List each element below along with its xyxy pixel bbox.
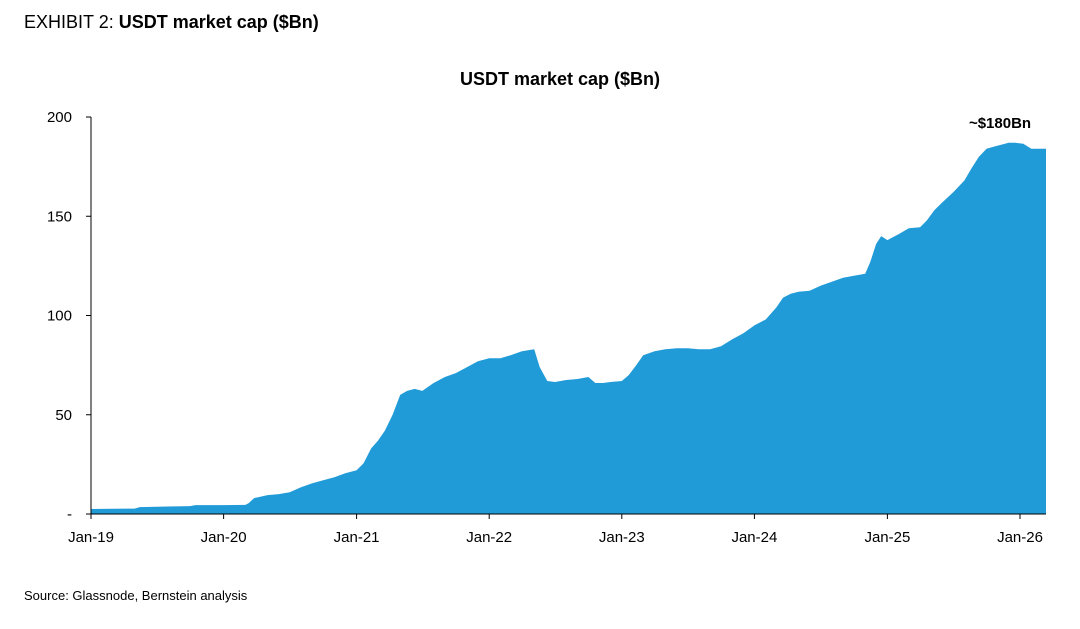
plot-area: - 50 100 150 200 Jan-19 Jan-20 Jan-21 Jan-22 Jan-… bbox=[47, 109, 1046, 546]
exhibit-title: USDT market cap ($Bn) bbox=[118, 12, 319, 32]
peak-annotation: ~$180Bn bbox=[969, 115, 1031, 132]
x-tick-label: Jan-20 bbox=[201, 529, 247, 546]
exhibit-heading: EXHIBIT 2: USDT market cap ($Bn) bbox=[24, 12, 319, 33]
x-tick-label: Jan-26 bbox=[997, 529, 1043, 546]
x-tick-label: Jan-19 bbox=[68, 529, 114, 546]
x-tick-label: Jan-23 bbox=[599, 529, 645, 546]
exhibit-prefix: EXHIBIT 2: bbox=[24, 12, 119, 32]
x-tick-label: Jan-21 bbox=[334, 529, 380, 546]
y-tick-label: 150 bbox=[47, 208, 72, 225]
y-tick-label: 200 bbox=[47, 109, 72, 126]
source-note: Source: Glassnode, Bernstein analysis bbox=[24, 588, 248, 603]
x-tick-label: Jan-25 bbox=[864, 529, 910, 546]
x-tick-label: Jan-22 bbox=[466, 529, 512, 546]
y-tick-label: 100 bbox=[47, 308, 72, 325]
chart-title: USDT market cap ($Bn) bbox=[460, 69, 660, 89]
y-tick-label: - bbox=[67, 506, 72, 523]
market-cap-area bbox=[91, 142, 1046, 515]
x-tick-label: Jan-24 bbox=[731, 529, 777, 546]
y-tick-label: 50 bbox=[55, 407, 72, 424]
